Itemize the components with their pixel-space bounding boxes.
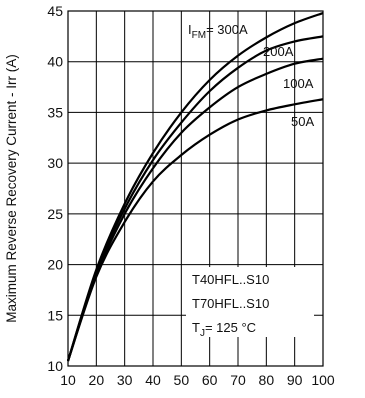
y-tick-label: 25 — [47, 206, 63, 222]
series-line-100a — [66, 57, 324, 362]
x-tick-label: 30 — [117, 372, 133, 388]
y-axis-title: Maximum Reverse Recovery Current - Irr (… — [4, 54, 19, 323]
x-tick-label: 80 — [259, 372, 275, 388]
x-tick-label: 100 — [311, 372, 335, 388]
y-tick-label: 10 — [47, 358, 63, 374]
y-tick-label: 45 — [47, 3, 63, 19]
series-label-100a: 100A — [283, 76, 314, 91]
y-tick-label: 15 — [47, 307, 63, 323]
tick-labels: 10 20 30 40 50 60 70 80 90 100 10 15 20 25 30 35 40 45 — [47, 3, 334, 388]
device-label-2: T70HFL..S10 — [192, 296, 269, 311]
x-tick-label: 70 — [230, 372, 246, 388]
x-tick-label: 20 — [89, 372, 105, 388]
y-tick-label: 35 — [47, 104, 63, 120]
y-tick-label: 40 — [47, 54, 63, 70]
series-line-300a — [66, 11, 324, 362]
x-tick-label: 90 — [287, 372, 303, 388]
device-label-1: T40HFL..S10 — [192, 272, 269, 287]
tj-subscript: J — [200, 328, 205, 339]
conditions-background — [186, 267, 314, 337]
ifm-value: = 300A — [206, 22, 248, 37]
series-line-50a — [66, 98, 324, 362]
series-label-300a: IFM= 300A — [188, 22, 248, 41]
x-tick-label: 50 — [174, 372, 190, 388]
plot-frame — [67, 10, 324, 367]
series-line-200a — [66, 35, 324, 362]
tj-value: = 125 °C — [205, 320, 256, 335]
series-label-50a: 50A — [291, 114, 314, 129]
ifm-prefix: I — [188, 22, 192, 37]
series-label-200a: 200A — [263, 44, 294, 59]
tj-prefix: T — [192, 320, 200, 335]
x-tick-label: 60 — [202, 372, 218, 388]
series-group — [66, 11, 324, 362]
junction-temp-label: TJ= 125 °C — [192, 320, 256, 339]
y-tick-label: 30 — [47, 155, 63, 171]
ifm-subscript: FM — [192, 30, 206, 41]
x-tick-label: 40 — [145, 372, 161, 388]
x-tick-label: 10 — [60, 372, 76, 388]
y-tick-label: 20 — [47, 257, 63, 273]
